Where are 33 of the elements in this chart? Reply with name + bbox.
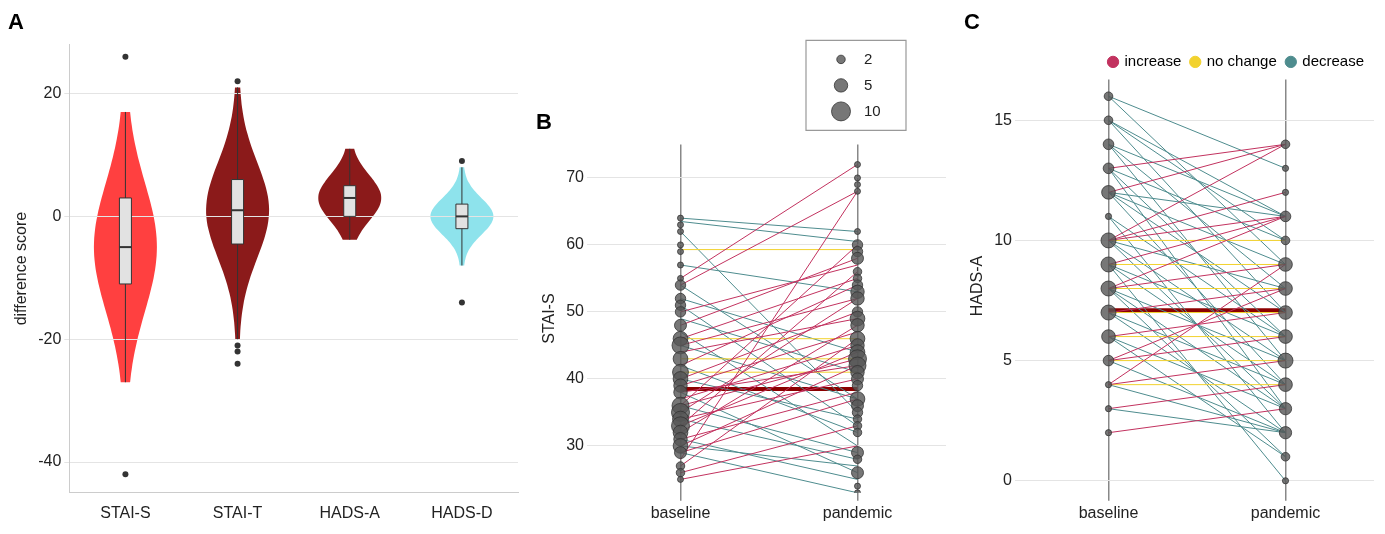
legend-label: decrease [1302,52,1365,70]
y-axis-title: STAI-S [540,293,558,344]
legend-label: 2 [864,49,873,67]
y-tick-label: 50 [566,302,585,320]
x-tick-label: HADS-A [319,503,381,521]
y-tick-label: 10 [994,230,1013,248]
y-tick-label: 0 [1003,471,1013,489]
y-tick-label: 15 [994,110,1013,128]
legend-label: no change [1206,52,1277,70]
y-tick-label: 70 [566,168,585,186]
legend-label: increase [1124,52,1182,70]
chart-title: B [536,109,552,135]
y-tick-label: -40 [38,452,62,470]
y-axis-title: difference score [12,211,30,326]
x-tick-label: pandemic [1250,503,1321,521]
y-tick-label: 0 [52,206,62,224]
x-tick-label: baseline [1078,503,1139,521]
x-tick-label: baseline [650,503,711,521]
x-tick-label: pandemic [822,503,893,521]
y-tick-label: 5 [1003,351,1013,369]
x-tick-label: STAI-S [100,503,151,521]
y-tick-label: 40 [566,369,585,387]
y-axis-title: HADS-A [968,255,986,317]
legend-label: 5 [864,75,873,93]
x-tick-label: HADS-D [431,503,493,521]
legend-label: 10 [864,101,881,119]
y-tick-label: -20 [38,329,62,347]
x-tick-label: STAI-T [212,503,263,521]
chart-title: C [964,9,980,35]
y-tick-label: 30 [566,436,585,454]
chart-title: A [8,9,24,35]
y-tick-label: 60 [566,235,585,253]
y-tick-label: 20 [43,83,62,101]
